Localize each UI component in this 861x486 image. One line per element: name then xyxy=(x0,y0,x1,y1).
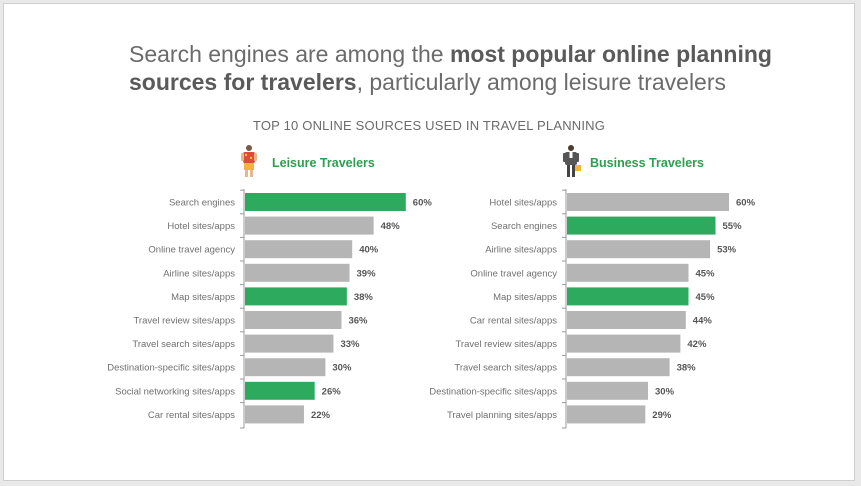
bar xyxy=(245,334,334,353)
bar xyxy=(567,358,670,377)
data-label: 60% xyxy=(413,198,433,209)
category-label: Search engines xyxy=(169,198,235,209)
category-label: Travel search sites/apps xyxy=(454,363,557,374)
data-label: 38% xyxy=(354,292,374,303)
bar xyxy=(567,216,716,235)
data-label: 38% xyxy=(677,363,697,374)
data-label: 30% xyxy=(655,386,675,397)
bar xyxy=(567,287,689,306)
data-label: 29% xyxy=(652,410,672,421)
category-label: Search engines xyxy=(491,221,557,232)
data-label: 42% xyxy=(687,339,707,350)
category-label: Destination-specific sites/apps xyxy=(107,363,235,374)
data-label: 33% xyxy=(340,339,360,350)
bar xyxy=(245,240,353,259)
category-label: Car rental sites/apps xyxy=(470,316,557,327)
category-label: Social networking sites/apps xyxy=(115,386,235,397)
data-label: 39% xyxy=(357,268,377,279)
bar xyxy=(245,193,406,211)
data-label: 60% xyxy=(736,198,756,209)
chart-heading: Leisure Travelers xyxy=(272,156,375,170)
data-label: 40% xyxy=(359,245,379,256)
category-label: Map sites/apps xyxy=(171,292,235,303)
bar xyxy=(245,263,350,282)
bar xyxy=(245,381,315,400)
bar xyxy=(567,240,711,259)
chart-heading: Business Travelers xyxy=(590,156,704,170)
data-label: 45% xyxy=(696,268,716,279)
category-label: Travel review sites/apps xyxy=(133,316,235,327)
data-label: 45% xyxy=(696,292,716,303)
title-text-1: Search engines are among the xyxy=(129,41,450,67)
bar xyxy=(245,358,326,377)
data-label: 55% xyxy=(723,221,743,232)
category-label: Airline sites/apps xyxy=(163,268,235,279)
category-label: Hotel sites/apps xyxy=(489,198,557,209)
bar xyxy=(567,311,686,329)
category-label: Map sites/apps xyxy=(493,292,557,303)
category-label: Airline sites/apps xyxy=(485,245,557,256)
category-label: Car rental sites/apps xyxy=(148,410,235,421)
bar xyxy=(245,405,304,424)
chart-subtitle: TOP 10 ONLINE SOURCES USED IN TRAVEL PLA… xyxy=(252,118,606,133)
data-label: 48% xyxy=(381,221,401,232)
category-label: Destination-specific sites/apps xyxy=(429,386,557,397)
bar xyxy=(245,311,342,329)
category-label: Online travel agency xyxy=(470,268,557,279)
bar xyxy=(567,263,689,282)
bar xyxy=(245,287,347,306)
data-label: 36% xyxy=(348,316,368,327)
title-bold-2: sources for travelers xyxy=(129,69,357,95)
page-title: Search engines are among the most popula… xyxy=(129,40,829,96)
data-label: 44% xyxy=(693,316,713,327)
category-label: Travel review sites/apps xyxy=(455,339,557,350)
data-label: 30% xyxy=(332,363,352,374)
bar xyxy=(567,193,729,211)
leisure-traveler-icon xyxy=(241,145,257,177)
title-text-2: , particularly among leisure travelers xyxy=(356,69,727,95)
business-chart: Business Travelers Hotel sites/apps 60% Sea… xyxy=(429,156,756,429)
business-traveler-icon xyxy=(563,145,581,177)
category-label: Travel search sites/apps xyxy=(132,339,235,350)
bar xyxy=(567,405,646,424)
data-label: 22% xyxy=(311,410,331,421)
category-label: Travel planning sites/apps xyxy=(447,410,557,421)
data-label: 53% xyxy=(717,245,737,256)
bar xyxy=(245,216,374,235)
category-label: Hotel sites/apps xyxy=(167,221,235,232)
title-bold-1: most popular online planning xyxy=(449,41,772,67)
bar xyxy=(567,381,648,400)
data-label: 26% xyxy=(322,386,342,397)
slide: Search engines are among the most popula… xyxy=(3,3,855,481)
leisure-chart: Leisure Travelers Search engines 60% Hotel … xyxy=(107,156,433,429)
category-label: Online travel agency xyxy=(148,245,235,256)
bar xyxy=(567,334,681,353)
